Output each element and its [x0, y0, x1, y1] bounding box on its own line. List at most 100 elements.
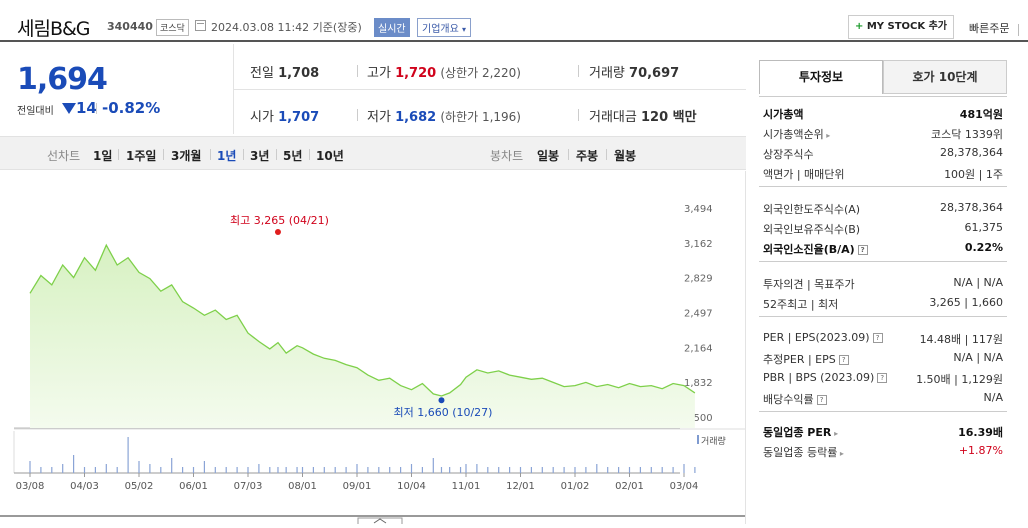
chevron-right-icon[interactable]: ▸: [823, 131, 831, 140]
invest-row-value: 61,375: [964, 221, 1004, 234]
volume-bar: [476, 464, 478, 473]
volume-bar: [116, 467, 118, 473]
x-tick-label: 04/03: [70, 481, 99, 492]
volume-bar: [596, 464, 598, 473]
prev-close: 전일 1,708: [250, 66, 320, 81]
quote-time: 2024.03.08 11:42 기준(장중): [211, 21, 362, 34]
volume-bar: [277, 467, 279, 473]
y-tick-label: 1,500: [684, 413, 713, 424]
row-divider: [234, 89, 746, 90]
tab-1week[interactable]: 1주일: [126, 149, 157, 163]
volume-bar: [410, 464, 413, 473]
volume-bar: [203, 461, 205, 473]
divider: [606, 149, 607, 160]
volume-bar: [672, 467, 674, 473]
volume-bar: [400, 467, 402, 473]
invest-row-value: N/A | N/A: [953, 276, 1003, 289]
invest-row-label: 액면가 | 매매단위: [763, 168, 845, 181]
x-tick-label: 09/01: [343, 481, 372, 492]
x-tick-label: 02/01: [615, 481, 644, 492]
tab-5year[interactable]: 5년: [283, 149, 303, 163]
x-tick-label: 03/04: [670, 481, 699, 492]
volume-bar: [29, 461, 31, 473]
volume-bar: [182, 467, 184, 473]
invest-row-value: 28,378,364: [940, 201, 1003, 214]
corp-info-button[interactable]: 기업개요 ▾: [417, 18, 472, 37]
help-icon[interactable]: ?: [857, 245, 868, 255]
price-line: [29, 243, 696, 397]
volume-bar: [62, 464, 64, 473]
volume-bar: [509, 467, 511, 473]
invest-row-label: 외국인한도주식수(A): [763, 203, 861, 216]
help-icon[interactable]: ?: [872, 333, 883, 343]
invest-row-value: 3,265 | 1,660: [929, 296, 1003, 309]
volume-bar: [519, 467, 522, 473]
y-tick-label: 2,164: [684, 343, 713, 354]
section-divider: [759, 96, 1007, 97]
volume-bar: [105, 464, 107, 473]
divider: [210, 149, 211, 160]
tab-invest-info[interactable]: 투자정보: [759, 60, 883, 94]
high-label: 최고 3,265 (04/21): [230, 214, 329, 227]
price-change-pct: -0.82%: [102, 99, 161, 117]
volume-bar: [312, 467, 314, 473]
tab-weekly-candle[interactable]: 주봉: [576, 149, 599, 163]
help-icon[interactable]: ?: [877, 373, 888, 383]
tab-1year[interactable]: 1년: [217, 149, 237, 163]
current-price-panel: 1,694 전일대비 14 -0.82%: [0, 44, 234, 134]
current-price: 1,694: [17, 62, 108, 97]
volume-bar: [530, 467, 532, 473]
chevron-right-icon[interactable]: ▸: [837, 449, 844, 458]
invest-row: 외국인보유주식수(B) 61,375: [763, 221, 1003, 239]
section-divider: [759, 186, 1007, 187]
section-divider: [759, 261, 1007, 262]
open-price: 시가 1,707: [250, 110, 320, 125]
volume-bar: [149, 464, 151, 473]
divider: [357, 65, 358, 77]
y-tick-label: 3,162: [684, 239, 713, 250]
invest-row-label: PER | EPS(2023.09)?: [763, 331, 883, 344]
invest-row: 추정PER | EPS? N/A | N/A: [763, 351, 1003, 369]
down-arrow-icon: [62, 103, 76, 114]
invest-row: 외국인한도주식수(A) 28,378,364: [763, 201, 1003, 219]
trade-amount: 거래대금 120 백만: [589, 110, 697, 125]
y-tick-label: 2,829: [684, 274, 713, 285]
help-icon[interactable]: ?: [838, 355, 849, 365]
volume-bar: [563, 467, 565, 473]
chevron-right-icon[interactable]: ▸: [831, 429, 839, 438]
mystock-add-button[interactable]: + MY STOCK 추가: [848, 15, 954, 39]
volume-bar: [618, 467, 620, 473]
invest-row: 외국인소진율(B/A)? 0.22%: [763, 241, 1003, 259]
invest-row-value: 28,378,364: [940, 146, 1003, 159]
invest-row-value: N/A: [983, 391, 1003, 404]
tab-daily-candle[interactable]: 일봉: [537, 149, 560, 163]
plus-icon: +: [854, 21, 864, 32]
chevron-down-icon: ▾: [462, 25, 467, 34]
x-tick-label: 12/01: [506, 481, 535, 492]
invest-row-value: 481억원: [959, 108, 1003, 121]
high-point: [274, 229, 281, 236]
tab-3year[interactable]: 3년: [250, 149, 270, 163]
volume-bar: [389, 467, 391, 473]
help-icon[interactable]: ?: [816, 395, 827, 405]
invest-row: 시가총액순위 ▸ 코스닥 1339위: [763, 126, 1003, 144]
volume-bar: [628, 467, 631, 473]
volume-bar: [138, 461, 140, 473]
tab-3month[interactable]: 3개월: [171, 149, 202, 163]
volume-bar: [607, 467, 609, 473]
tab-10year[interactable]: 10년: [316, 149, 344, 163]
tab-monthly-candle[interactable]: 월봉: [614, 149, 637, 163]
quick-order-button[interactable]: 빠른주문: [969, 22, 1010, 35]
volume-bar: [378, 467, 380, 473]
volume-bar: [432, 458, 434, 473]
invest-row-label: 배당수익률?: [763, 391, 827, 407]
volume-bar: [585, 467, 587, 473]
price-chart[interactable]: 3,494 3,162 2,829 2,497 2,164 1,832 1,500 최고 3,…: [0, 171, 746, 524]
tab-1day[interactable]: 1일: [93, 149, 113, 163]
chart-period-tabs: 선차트 1일 1주일 3개월 1년 3년 5년 10년 봉차트 일봉 주봉 월봉: [0, 136, 746, 170]
tab-orderbook[interactable]: 호가 10단계: [883, 60, 1007, 94]
price-change: 14: [76, 99, 97, 117]
volume-bar: [356, 464, 358, 473]
realtime-badge[interactable]: 실시간: [374, 18, 410, 37]
invest-row-label: 동일업종 PER ▸: [763, 426, 839, 439]
